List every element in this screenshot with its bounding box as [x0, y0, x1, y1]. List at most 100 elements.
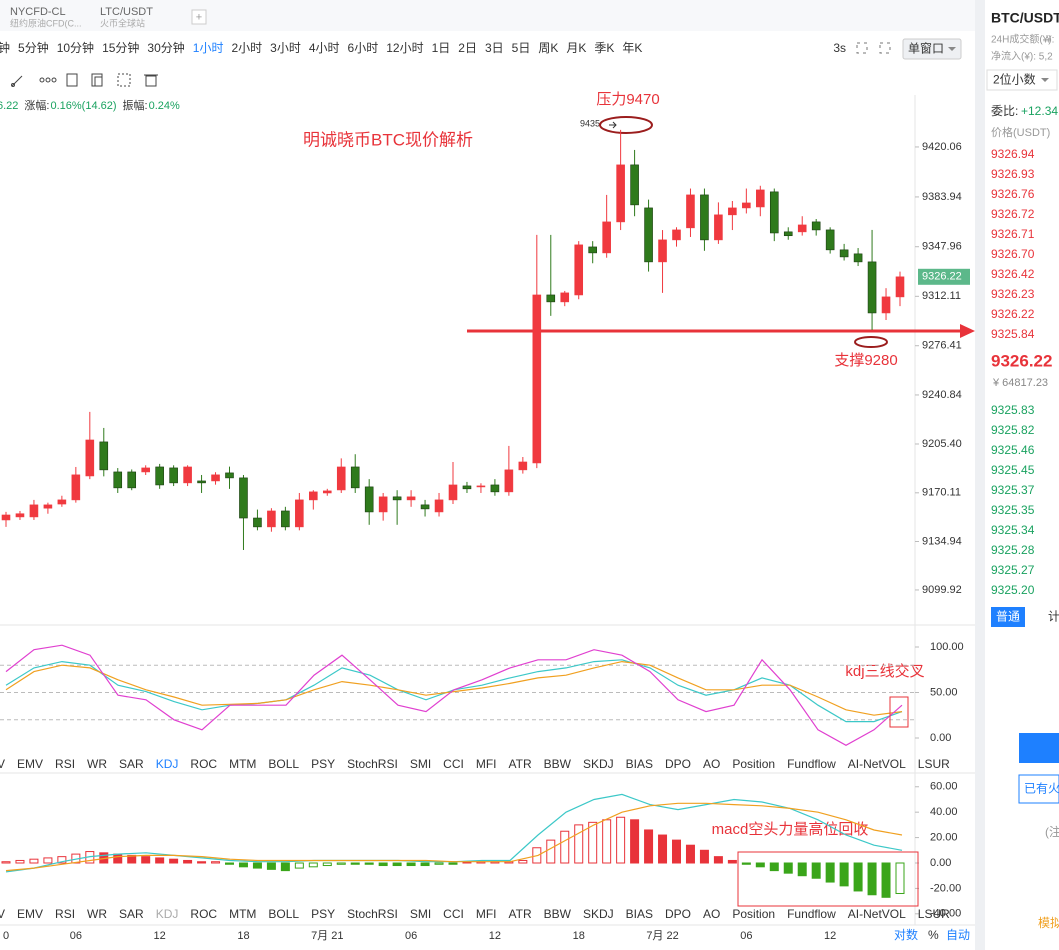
timeframe[interactable]: 年K: [622, 41, 642, 55]
indicator-tab[interactable]: Fundflow: [787, 757, 836, 771]
timeframe[interactable]: 周K: [538, 41, 558, 55]
tab-sub[interactable]: 纽约原油CFD(C...: [10, 17, 82, 28]
indicator-tab[interactable]: StochRSI: [347, 757, 398, 771]
indicator-tab[interactable]: ATR: [509, 757, 532, 771]
candle-body: [853, 253, 863, 263]
indicator-tab[interactable]: StochRSI: [347, 907, 398, 921]
marker-label: 9435: [580, 118, 600, 128]
indicator-tab[interactable]: LSUR: [918, 907, 950, 921]
order-tab[interactable]: [991, 607, 1025, 627]
order-tab2[interactable]: 计: [1048, 610, 1059, 624]
x-tick-label: 18: [237, 930, 249, 942]
indicator-line: [5, 660, 903, 716]
timeframe[interactable]: 2日: [458, 41, 477, 55]
add-tab[interactable]: [191, 9, 207, 25]
macd-bar: [574, 824, 584, 864]
window-button[interactable]: [902, 38, 962, 60]
indicator-tab[interactable]: ATR: [509, 907, 532, 921]
macd-note: macd空头力量高位回收: [712, 821, 869, 838]
timeframe[interactable]: 10分钟: [57, 40, 94, 55]
indicator-tab[interactable]: RSI: [55, 907, 75, 921]
marker-arrow: [609, 121, 617, 129]
indicator-tab[interactable]: PSY: [311, 907, 335, 921]
decimals-select[interactable]: [986, 69, 1058, 91]
candle-body: [169, 467, 178, 484]
indicator-tab[interactable]: SAR: [119, 757, 144, 771]
axis-button[interactable]: 自动: [946, 928, 970, 942]
indicator-tab[interactable]: WR: [87, 757, 107, 771]
indicator-tab[interactable]: SKDJ: [583, 757, 614, 771]
indicator-tab[interactable]: KDJ: [156, 907, 179, 921]
timeframe[interactable]: 15分钟: [102, 40, 139, 55]
tab-name[interactable]: NYCFD-CL: [10, 6, 66, 18]
ratio-label: 委比:: [991, 104, 1018, 118]
timeframe[interactable]: 3小时: [270, 41, 301, 55]
indicator-tab[interactable]: MFI: [476, 757, 497, 771]
indicator-tab[interactable]: LSUR: [918, 757, 950, 771]
indicator-tab[interactable]: Position: [732, 757, 775, 771]
indicator-tab[interactable]: ROC: [190, 907, 217, 921]
indicator-tab[interactable]: BBW: [544, 757, 572, 771]
timeframe[interactable]: 5分钟: [18, 40, 49, 55]
tab-name[interactable]: LTC/USDT: [100, 6, 153, 18]
timeframe[interactable]: 1日: [432, 41, 451, 55]
axis-button[interactable]: %: [928, 928, 939, 942]
candle-body: [867, 261, 877, 314]
indicator-tab[interactable]: SKDJ: [583, 907, 614, 921]
indicator-tab[interactable]: BIAS: [626, 757, 653, 771]
tab-sub[interactable]: 火币全球站: [100, 17, 145, 28]
candle-body: [644, 207, 653, 263]
timeframe[interactable]: 5日: [512, 41, 531, 55]
indicator-tab[interactable]: DPO: [665, 907, 691, 921]
indicator-tab[interactable]: AO: [703, 757, 720, 771]
indicator-tab[interactable]: CCI: [443, 757, 464, 771]
demo[interactable]: 模拟: [1038, 916, 1059, 930]
timeframe[interactable]: 3日: [485, 41, 504, 55]
timeframe[interactable]: 月K: [566, 41, 586, 55]
indicator-tab[interactable]: RSI: [55, 757, 75, 771]
draw-tools[interactable]: [11, 73, 159, 87]
indicator-tab[interactable]: Position: [732, 907, 775, 921]
y-tick-label: 9420.06: [922, 141, 962, 153]
indicator-tab[interactable]: AO: [703, 907, 720, 921]
indicator-tab[interactable]: WR: [87, 907, 107, 921]
timeframe[interactable]: 12小时: [386, 41, 423, 55]
timeframe[interactable]: 钟: [0, 40, 10, 55]
indicator-tab[interactable]: BOLL: [268, 757, 299, 771]
indicator-tab[interactable]: MTM: [229, 757, 256, 771]
indicator-tab[interactable]: BOLL: [268, 907, 299, 921]
indicator-tab[interactable]: EMV: [17, 757, 43, 771]
indicator-tab[interactable]: MFI: [476, 907, 497, 921]
timeframe[interactable]: 1小时: [193, 41, 224, 55]
indicator-tab[interactable]: V: [0, 907, 5, 921]
timeframe[interactable]: 2小时: [231, 41, 262, 55]
indicator-tab[interactable]: SAR: [119, 907, 144, 921]
window-icons[interactable]: [856, 42, 891, 54]
indicator-tab[interactable]: MTM: [229, 907, 256, 921]
timeframe[interactable]: 6小时: [348, 41, 379, 55]
indicator-tab[interactable]: V: [0, 757, 5, 771]
timeframe[interactable]: 4小时: [309, 41, 340, 55]
indicator-tab[interactable]: KDJ: [156, 757, 179, 771]
indicator-tab[interactable]: SMI: [410, 757, 431, 771]
buy-button[interactable]: [1019, 733, 1059, 763]
refresh[interactable]: 3s: [833, 41, 846, 55]
indicator-tab[interactable]: Fundflow: [787, 907, 836, 921]
indicator-tab[interactable]: BBW: [544, 907, 572, 921]
indicator-tab[interactable]: EMV: [17, 907, 43, 921]
indicator-tab[interactable]: PSY: [311, 757, 335, 771]
indicator-tab[interactable]: CCI: [443, 907, 464, 921]
bid-price: 9325.34: [991, 523, 1035, 537]
candle-body: [825, 229, 835, 251]
indicator-tab[interactable]: AI-NetVOL: [848, 907, 906, 921]
indicator-tab[interactable]: AI-NetVOL: [848, 757, 906, 771]
axis-button[interactable]: 对数: [894, 927, 918, 942]
held-box[interactable]: [1018, 774, 1059, 804]
indicator-tab[interactable]: ROC: [190, 757, 217, 771]
timeframe[interactable]: 30分钟: [147, 40, 184, 55]
indicator-tab[interactable]: SMI: [410, 907, 431, 921]
timeframe[interactable]: 季K: [594, 41, 614, 55]
macd-bar: [448, 862, 458, 865]
indicator-tab[interactable]: DPO: [665, 757, 691, 771]
indicator-tab[interactable]: BIAS: [626, 907, 653, 921]
